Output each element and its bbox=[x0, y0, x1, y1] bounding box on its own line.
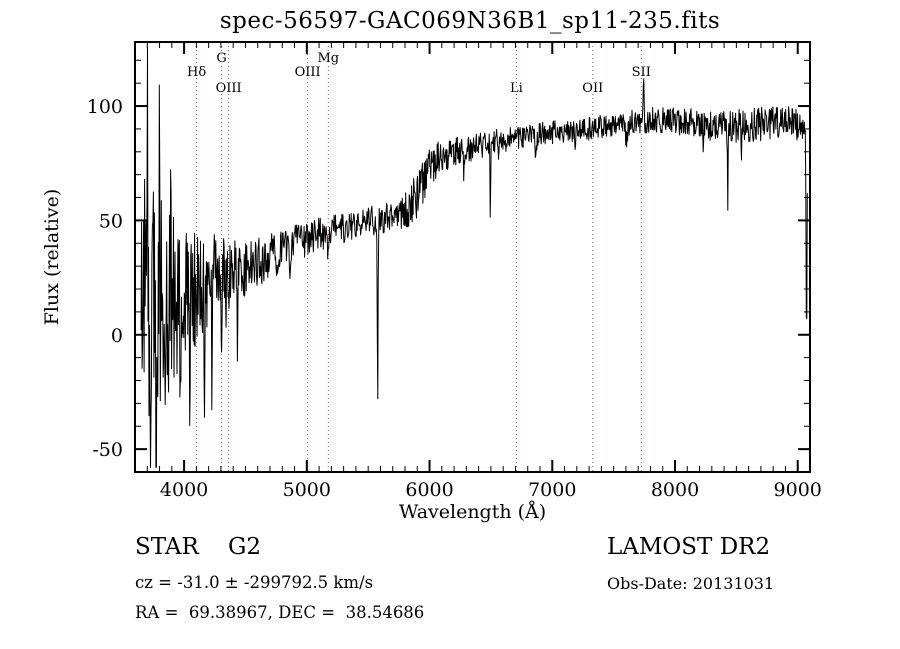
spectral-marker-label: OIII bbox=[216, 81, 242, 96]
x-tick-label: 6000 bbox=[405, 479, 453, 501]
x-tick-label: 5000 bbox=[283, 479, 331, 501]
x-axis-label: Wavelength (Å) bbox=[399, 501, 546, 523]
spectral-marker-label: OIII bbox=[295, 65, 321, 80]
chart-title: spec-56597-GAC069N36B1_sp11-235.fits bbox=[219, 8, 721, 34]
x-tick-label: 8000 bbox=[651, 479, 699, 501]
spectral-marker-label: Li bbox=[510, 81, 523, 96]
survey-label: LAMOST DR2 bbox=[607, 534, 771, 560]
y-tick-label: -50 bbox=[92, 439, 123, 461]
x-tick-label: 4000 bbox=[160, 479, 208, 501]
cz-value: cz = -31.0 ± -299792.5 km/s bbox=[135, 573, 374, 592]
y-axis-label: Flux (relative) bbox=[41, 189, 63, 326]
plot-frame bbox=[134, 41, 811, 473]
spectral-marker-label: Mg bbox=[317, 51, 339, 66]
spectral-marker-label: G bbox=[216, 51, 226, 66]
x-tick-label: 9000 bbox=[774, 479, 822, 501]
object-class-label: STAR G2 bbox=[135, 534, 262, 560]
spectrum-line bbox=[140, 46, 808, 468]
spectral-marker-label: OII bbox=[582, 81, 603, 96]
ra-dec-value: RA = 69.38967, DEC = 38.54686 bbox=[135, 603, 425, 622]
x-tick-label: 7000 bbox=[528, 479, 576, 501]
y-tick-label: 50 bbox=[99, 210, 123, 232]
spectral-marker-label: SII bbox=[632, 65, 651, 80]
y-tick-label: 100 bbox=[87, 96, 123, 118]
spectral-marker-label: Hδ bbox=[187, 65, 206, 80]
y-tick-label: 0 bbox=[111, 325, 123, 347]
obs-date: Obs-Date: 20131031 bbox=[607, 574, 775, 593]
